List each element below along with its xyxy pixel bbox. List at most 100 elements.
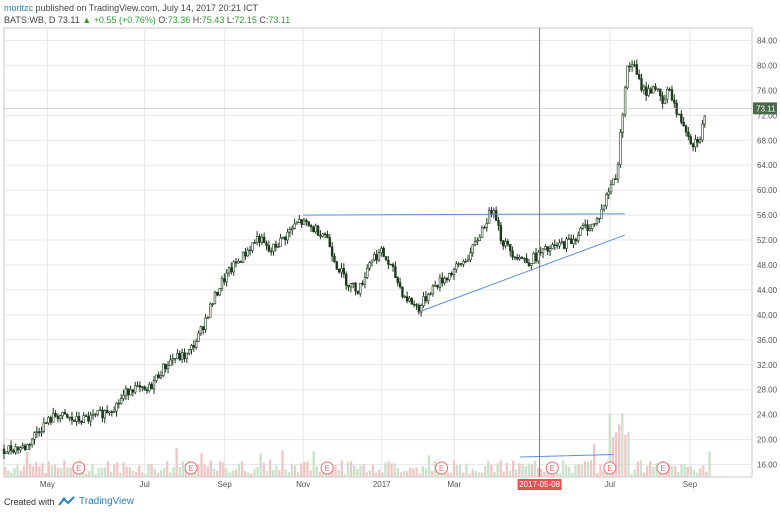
- candle-body: [262, 236, 266, 244]
- candle-body: [532, 253, 535, 264]
- volume-bar: [256, 467, 259, 477]
- volume-bar: [474, 470, 477, 477]
- volume-bar: [85, 473, 88, 477]
- author-link[interactable]: moritzc: [4, 3, 33, 13]
- candle-body: [300, 219, 303, 225]
- candle-body: [584, 224, 587, 227]
- volume-bar: [546, 470, 549, 477]
- tradingview-link[interactable]: TradingView: [58, 495, 134, 508]
- candle-body: [687, 131, 690, 137]
- volume-bar: [100, 467, 103, 477]
- volume-bar: [122, 462, 125, 477]
- volume-bar: [655, 463, 658, 477]
- volume-bar: [128, 467, 132, 477]
- candle-body: [150, 383, 153, 390]
- candle-body: [216, 291, 219, 296]
- candle-body: [204, 317, 207, 331]
- candle-body: [476, 240, 479, 243]
- candle-body: [180, 352, 184, 360]
- volume-bar: [702, 465, 705, 477]
- volume-bar: [412, 468, 415, 477]
- volume-bar: [346, 462, 350, 477]
- volume-bar: [212, 468, 216, 477]
- volume-bar: [125, 467, 128, 477]
- volume-bar: [219, 461, 222, 477]
- candle-body: [445, 278, 449, 281]
- earnings-marker-icon: [545, 461, 559, 475]
- volume-bar: [705, 471, 708, 477]
- volume-bar: [53, 464, 57, 477]
- candle-body: [101, 409, 104, 419]
- volume-bar: [605, 472, 608, 477]
- volume-bar: [502, 471, 506, 477]
- candle-body: [162, 363, 165, 376]
- candle-body: [459, 263, 463, 265]
- volume-bar: [658, 472, 661, 477]
- candle-body: [368, 262, 371, 269]
- volume-bar: [371, 464, 375, 477]
- candle-body: [223, 278, 226, 283]
- high-label: H:: [192, 15, 202, 25]
- volume-bar: [617, 424, 621, 477]
- candle-body: [241, 251, 245, 263]
- price-chart[interactable]: 84.00 80.00 76.00 72.00 68.00 64.00 60.00 56.00…: [0, 26, 780, 490]
- volume-bar: [237, 463, 241, 477]
- candle-body: [316, 225, 320, 236]
- volume-bar: [499, 460, 502, 477]
- volume-bar: [50, 465, 54, 477]
- candle-body: [155, 374, 158, 381]
- volume-bar: [147, 463, 150, 477]
- candle-body: [265, 242, 268, 246]
- x-tick-label: Jul: [140, 480, 150, 489]
- candle-body: [199, 326, 203, 334]
- volume-bar: [331, 467, 334, 477]
- volume-bar: [44, 472, 47, 477]
- volume-bar: [670, 465, 674, 477]
- volume-bar: [66, 467, 69, 477]
- volume-bar: [203, 464, 206, 477]
- candle-body: [284, 236, 287, 241]
- candle-body: [419, 305, 423, 313]
- y-tick-label: 72.00: [757, 111, 778, 120]
- candle-body: [541, 248, 545, 254]
- candle-body: [497, 220, 500, 226]
- volume-bar: [113, 464, 116, 477]
- candle-body: [248, 249, 252, 252]
- y-tick-label: 44.00: [757, 286, 778, 295]
- candle-body: [609, 184, 613, 193]
- trendline-support: [418, 234, 626, 313]
- volume-bar: [69, 467, 72, 477]
- candle-body: [277, 246, 280, 248]
- candle-body: [166, 365, 170, 370]
- volume-bar: [552, 473, 555, 477]
- candle-body: [537, 251, 540, 262]
- candle-body: [187, 349, 191, 354]
- candle-body: [637, 74, 641, 79]
- candle-body: [649, 88, 653, 94]
- volume-bar: [225, 468, 228, 477]
- volume-bar: [356, 468, 359, 477]
- candle-body: [628, 65, 631, 68]
- candle-body: [333, 255, 336, 263]
- created-with-text: Created with: [4, 497, 55, 507]
- volume-bar: [455, 465, 459, 477]
- candle-body: [70, 416, 74, 421]
- volume-bar: [524, 466, 527, 477]
- volume-bar: [599, 464, 602, 477]
- volume-bar: [462, 472, 465, 477]
- candle-body: [108, 411, 111, 414]
- volume-bar: [449, 472, 453, 477]
- candle-body: [492, 210, 496, 215]
- volume-bar: [144, 473, 147, 477]
- candle-body: [384, 256, 388, 261]
- candle-body: [616, 164, 620, 180]
- volume-bar: [468, 473, 471, 477]
- candle-body: [490, 209, 493, 215]
- close-label: C:: [259, 15, 269, 25]
- symbol-label: BATS:WB, D: [4, 15, 56, 25]
- candle-body: [424, 296, 428, 302]
- candle-body: [612, 178, 615, 186]
- candle-body: [387, 259, 390, 265]
- candle-body: [230, 267, 233, 273]
- candle-body: [480, 227, 484, 238]
